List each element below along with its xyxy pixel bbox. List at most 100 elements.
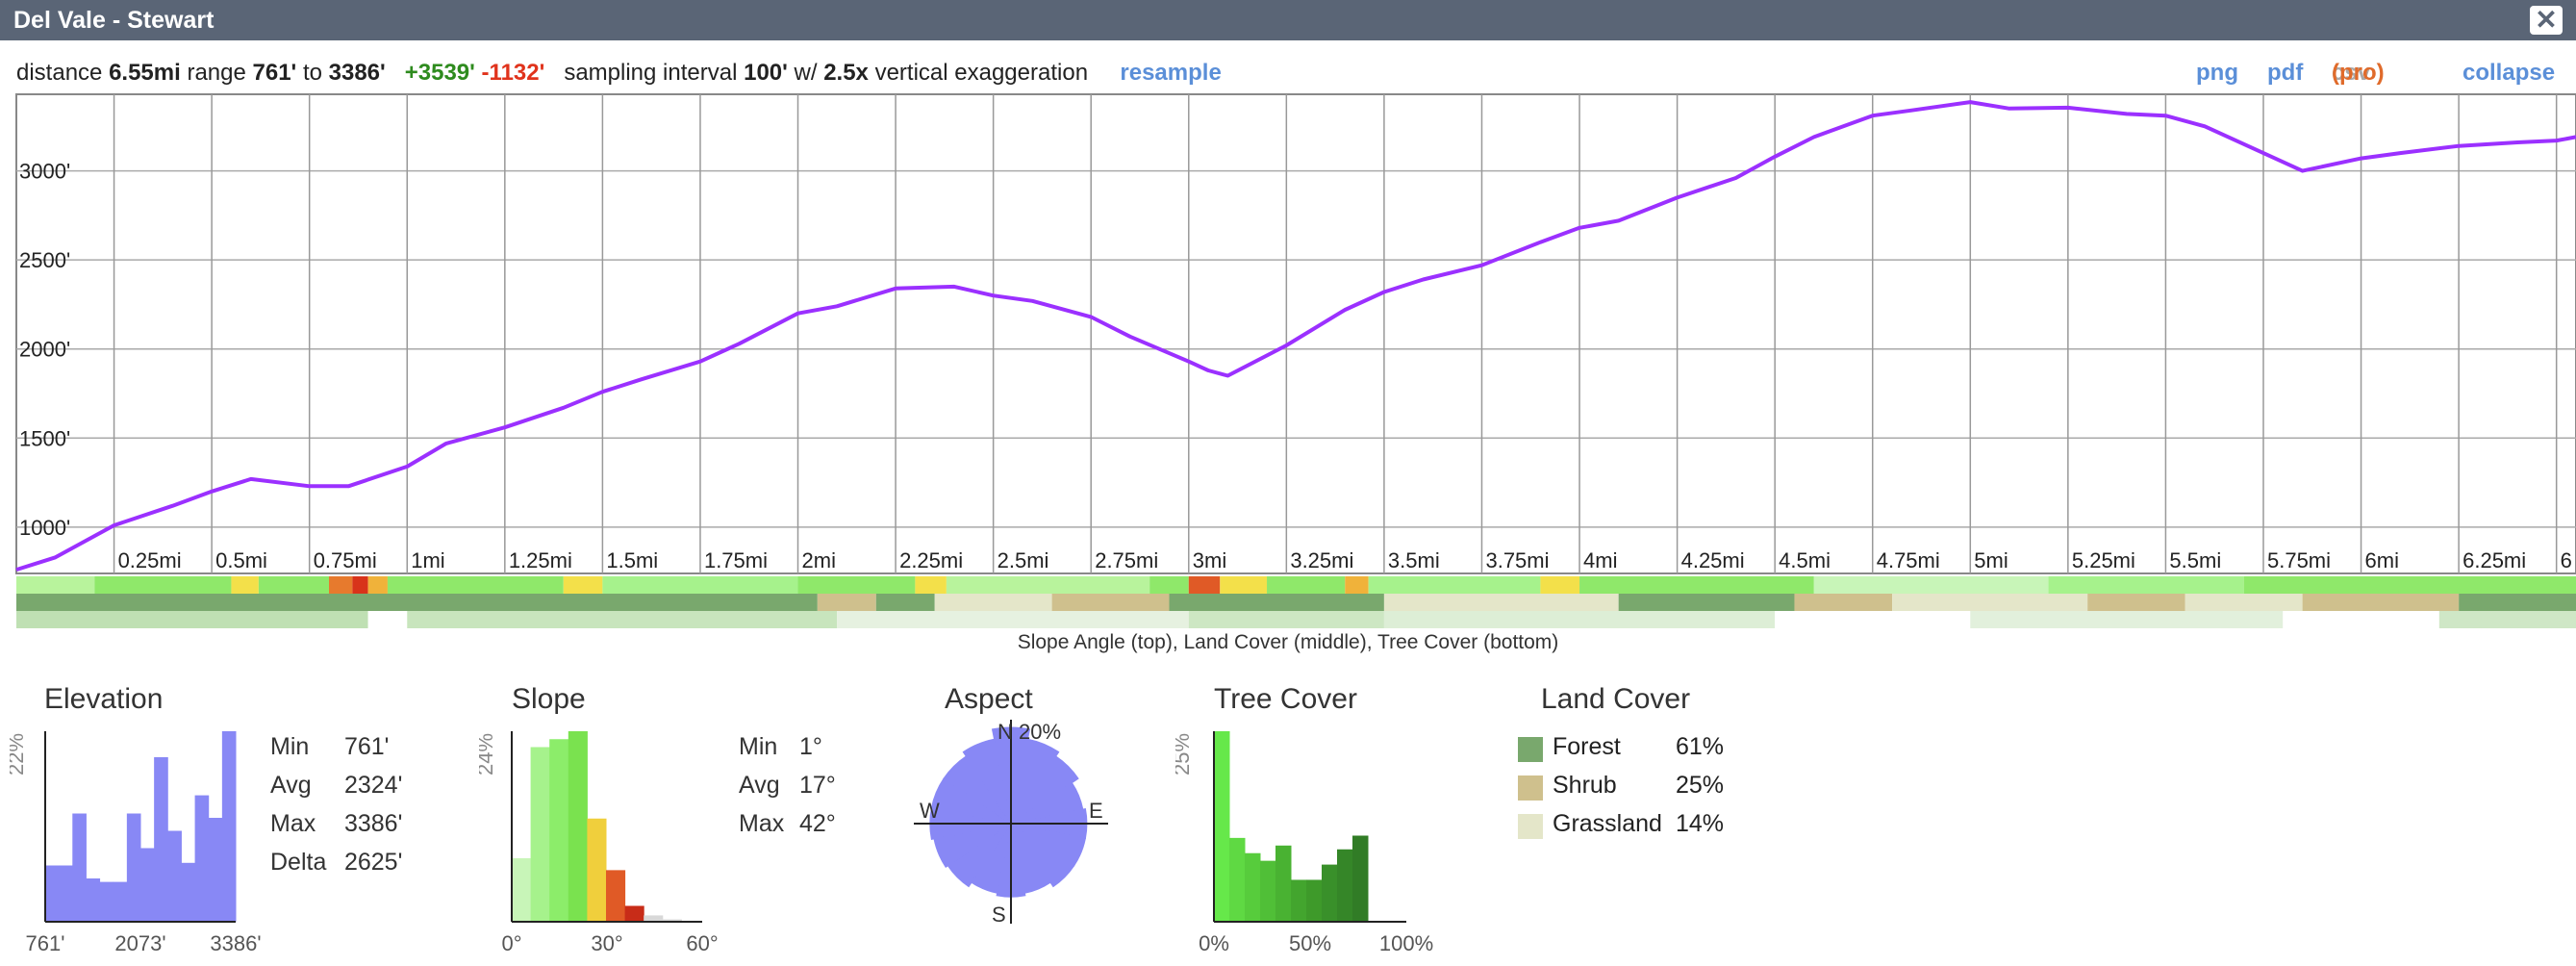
x-tick-label: 0% xyxy=(1199,931,1229,955)
histogram-bar xyxy=(72,813,87,922)
grassland-label: Grassland xyxy=(1553,810,1662,837)
slope-avg-value: 17° xyxy=(798,772,836,799)
strip-segment xyxy=(2438,611,2576,628)
strip-segment xyxy=(1618,594,1795,611)
elev-max-value: 3386' xyxy=(343,810,403,837)
strip-segment xyxy=(946,576,1150,594)
strip-segment xyxy=(367,576,388,594)
x-tick-label: 3.75mi xyxy=(1485,548,1549,572)
window-titlebar: Del Vale - Stewart ✕ xyxy=(0,0,2576,40)
distance-value: 6.55mi xyxy=(109,60,181,86)
y-max-label: 24% xyxy=(479,733,497,775)
slope-min-value: 1° xyxy=(798,733,822,760)
shrub-swatch xyxy=(1518,775,1543,801)
strip-segment xyxy=(1169,594,1384,611)
with-label: w/ xyxy=(794,60,818,86)
export-links: png pdf csv (pro) collapse xyxy=(0,60,2576,89)
histogram-bar xyxy=(1337,849,1353,922)
elevation-loss: -1132' xyxy=(481,60,545,86)
tree-cover-stat-title: Tree Cover xyxy=(1214,683,1357,715)
x-tick-label: 0.75mi xyxy=(314,548,377,572)
strip-segment xyxy=(1813,576,2049,594)
histogram-bar xyxy=(45,865,60,922)
histogram-bar xyxy=(113,881,128,922)
strip-segment xyxy=(258,576,330,594)
strip-segment xyxy=(1970,611,2284,628)
elev-min-value: 761' xyxy=(343,733,390,760)
histogram-bar xyxy=(606,870,626,922)
x-tick-label: 0° xyxy=(501,931,521,955)
histogram-bar xyxy=(662,919,682,922)
elev-avg-value: 2324' xyxy=(343,772,403,799)
strip-segment xyxy=(563,576,603,594)
x-tick-label: 0.5mi xyxy=(215,548,267,572)
strip-segment xyxy=(16,611,368,628)
grassland-value: 14% xyxy=(1676,810,1725,837)
histogram-bar xyxy=(512,858,532,922)
x-tick-label: 2073' xyxy=(114,931,165,955)
y-tick-label: 2000' xyxy=(19,338,70,362)
strip-segment xyxy=(837,611,1189,628)
histogram-bar xyxy=(1214,731,1230,922)
strip-segment xyxy=(329,576,353,594)
histogram-bar xyxy=(1352,835,1369,922)
aspect-stat-title: Aspect xyxy=(945,683,1033,715)
strip-segment xyxy=(231,576,259,594)
x-tick-label: 5.75mi xyxy=(2267,548,2331,572)
elev-delta-label: Delta xyxy=(270,849,327,876)
close-icon: ✕ xyxy=(2535,5,2558,35)
histogram-bar xyxy=(1322,864,1338,922)
histogram-bar xyxy=(1245,852,1261,922)
y-tick-label: 1500' xyxy=(19,426,70,450)
window-title: Del Vale - Stewart xyxy=(13,7,215,34)
aspect-ring-label: 20% xyxy=(1019,720,1061,744)
histogram-bar xyxy=(99,881,114,922)
sampling-label: sampling interval xyxy=(564,60,738,86)
x-tick-label: 1mi xyxy=(411,548,444,572)
shrub-value: 25% xyxy=(1676,772,1725,799)
x-tick-label: 2.25mi xyxy=(899,548,963,572)
x-tick-label: 761' xyxy=(26,931,65,955)
x-tick-label: 30° xyxy=(591,931,622,955)
strip-segment xyxy=(367,611,408,628)
strip-segment xyxy=(2048,576,2244,594)
x-tick-label: 3.5mi xyxy=(1388,548,1440,572)
collapse-link[interactable]: collapse xyxy=(2462,60,2556,86)
strip-segment xyxy=(1892,594,2088,611)
pdf-link[interactable]: pdf xyxy=(2267,60,2304,86)
histogram-bar xyxy=(221,731,237,922)
x-tick-label: 3.25mi xyxy=(1290,548,1353,572)
histogram-bar xyxy=(126,813,141,922)
elevation-profile-chart[interactable]: 1000' 1500' 2000' 2500' 3000' 0.25mi 0.5mi 0.75… xyxy=(0,92,2576,631)
strip-segment xyxy=(1188,576,1221,594)
strip-segment xyxy=(16,576,95,594)
strip-segment xyxy=(2087,594,2185,611)
png-link[interactable]: png xyxy=(2196,60,2238,86)
slope-max-value: 42° xyxy=(798,810,836,837)
strip-segment xyxy=(1051,594,1170,611)
exaggeration-value: 2.5x xyxy=(823,60,869,86)
resample-link[interactable]: resample xyxy=(1120,60,1222,86)
close-button[interactable]: ✕ xyxy=(2530,6,2563,35)
strip-segment xyxy=(1149,576,1189,594)
x-tick-label: 60° xyxy=(686,931,718,955)
range-max: 3386' xyxy=(328,60,386,86)
strip-segment xyxy=(1775,611,1971,628)
aspect-north-label: N xyxy=(998,720,1013,744)
histogram-bar xyxy=(86,878,101,922)
histogram-bar xyxy=(1306,879,1323,922)
histogram-bar xyxy=(644,915,664,922)
csv-label: csv xyxy=(2332,60,2371,86)
x-tick-label: 4.25mi xyxy=(1681,548,1745,572)
strip-segment xyxy=(1220,576,1268,594)
y-tick-label: 1000' xyxy=(19,516,70,540)
strip-segment xyxy=(407,611,838,628)
aspect-sector xyxy=(1010,823,1075,888)
strip-segment xyxy=(2185,594,2303,611)
histogram-bar xyxy=(194,795,210,922)
histogram-bar xyxy=(140,848,155,922)
aspect-east-label: E xyxy=(1089,799,1103,823)
histogram-bar xyxy=(208,818,223,922)
strip-segment xyxy=(915,576,947,594)
histogram-bar xyxy=(624,905,644,922)
